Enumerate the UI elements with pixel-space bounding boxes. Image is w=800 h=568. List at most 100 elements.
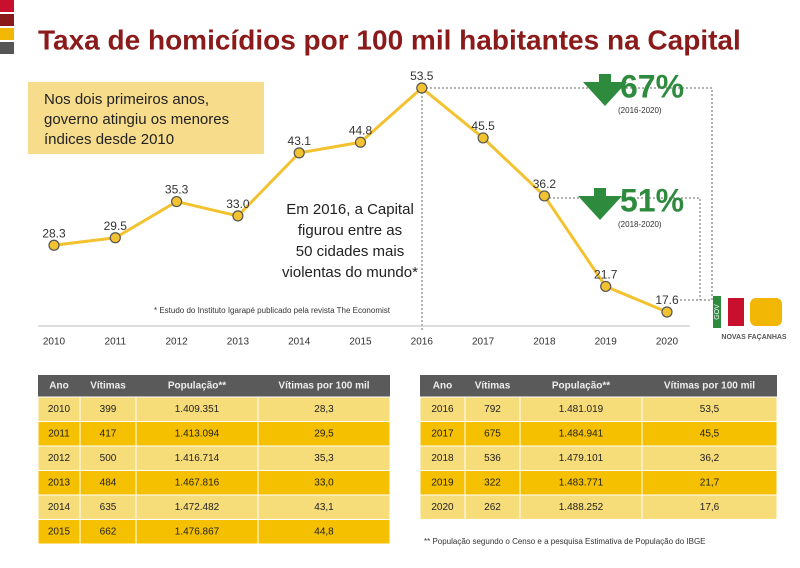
cell: 675 <box>484 428 501 439</box>
cell: 29,5 <box>314 428 334 439</box>
annotation: Nos dois primeiros anos, <box>44 91 209 108</box>
point <box>600 280 612 293</box>
cell: 2012 <box>48 453 71 464</box>
x-tick-label: 2019 <box>595 337 618 348</box>
cell: 1.413.094 <box>175 428 220 439</box>
annotation-box <box>28 82 264 154</box>
point <box>661 306 673 318</box>
cell: 1.479.101 <box>559 453 604 464</box>
cell: 1.481.019 <box>559 404 604 415</box>
x-tick-label: 2018 <box>533 337 556 348</box>
cell: 1.483.771 <box>559 477 604 488</box>
cell: 21,7 <box>700 477 720 488</box>
table-row <box>419 396 778 422</box>
header-cell: Vítimas por 100 mil <box>664 381 755 392</box>
cell: 17,6 <box>700 502 720 513</box>
table-row <box>419 470 778 496</box>
bracket <box>422 87 713 301</box>
down-arrow <box>583 74 627 106</box>
logo-mark <box>750 298 782 326</box>
point <box>354 136 367 148</box>
header-cell: Ano <box>49 381 68 392</box>
cell: 2015 <box>48 526 71 537</box>
cell: 322 <box>484 477 501 488</box>
header-cell: Vítimas <box>90 381 126 392</box>
table-row <box>419 445 778 471</box>
cell: 28,3 <box>314 404 334 415</box>
header-cell: População** <box>168 381 226 392</box>
cell: 36,2 <box>700 453 720 464</box>
cell: 1.488.252 <box>559 502 604 513</box>
table-row <box>37 470 391 496</box>
header-cell: Vítimas por 100 mil <box>278 381 369 392</box>
table-header <box>38 375 390 397</box>
cell: 1.416.714 <box>175 453 220 464</box>
cell: 33,0 <box>314 477 334 488</box>
source: * Estudo do Instituto Igarapé publicado … <box>154 306 391 315</box>
cell: 1.409.351 <box>175 404 220 415</box>
note: figurou entre as <box>298 222 402 239</box>
value-label: 33.0 <box>226 197 250 211</box>
cell: 2010 <box>48 404 71 415</box>
cell: 43,1 <box>314 502 334 513</box>
point <box>109 232 121 244</box>
value-label: 29.5 <box>104 219 128 233</box>
header-cell: Ano <box>433 381 452 392</box>
cell: 2014 <box>48 502 71 513</box>
table-row <box>37 421 391 447</box>
point <box>293 147 305 159</box>
cell: 2020 <box>431 502 454 513</box>
x-tick-label: 2011 <box>105 337 127 348</box>
strip <box>0 14 14 26</box>
note: violentas do mundo* <box>282 264 418 281</box>
cell: 262 <box>484 502 501 513</box>
header-cell: Vítimas <box>475 381 511 392</box>
down-arrow <box>578 188 622 220</box>
cell: 35,3 <box>314 453 334 464</box>
value-label: 43.1 <box>288 134 312 148</box>
logo-name: NOVAS FAÇANHAS <box>721 334 787 341</box>
cell: 2016 <box>431 404 454 415</box>
cell: 417 <box>100 428 117 439</box>
logo-mark <box>728 298 744 326</box>
table-row <box>37 519 391 545</box>
strip <box>0 42 14 54</box>
chart-title: Taxa de homicídios por 100 mil habitante… <box>38 24 741 55</box>
table-header <box>420 375 777 397</box>
cell: 45,5 <box>700 428 720 439</box>
callout-period: (2016-2020) <box>618 106 662 115</box>
x-tick-label: 2010 <box>43 337 66 348</box>
annotation: governo atingiu os menores <box>44 111 229 128</box>
point <box>232 210 244 222</box>
x-tick-label: 2013 <box>227 337 250 348</box>
cell: 2019 <box>431 477 454 488</box>
value-label: 17.6 <box>655 293 679 307</box>
cell: 500 <box>100 453 117 464</box>
value-label: 44.8 <box>349 123 373 137</box>
callout-period: (2018-2020) <box>618 220 662 229</box>
value-label: 45.5 <box>471 119 495 133</box>
x-tick-label: 2015 <box>349 337 372 348</box>
cell: 536 <box>484 453 501 464</box>
cell: 484 <box>100 477 117 488</box>
table-row <box>37 445 391 471</box>
point <box>538 190 551 202</box>
callout-value: 51% <box>620 182 684 218</box>
cell: 53,5 <box>700 404 720 415</box>
cell: 1.476.867 <box>175 526 220 537</box>
value-label: 21.7 <box>594 268 618 282</box>
strip <box>0 0 14 12</box>
table-row <box>419 494 778 520</box>
value-label: 28.3 <box>42 226 66 240</box>
point <box>48 239 60 251</box>
cell: 2018 <box>431 453 454 464</box>
note: Em 2016, a Capital <box>286 201 414 218</box>
cell: 792 <box>484 404 501 415</box>
cell: 635 <box>100 502 117 513</box>
cell: 1.467.816 <box>175 477 220 488</box>
table-row <box>37 396 391 422</box>
note: 50 cidades mais <box>296 243 404 260</box>
strip <box>0 28 14 40</box>
cell: 44,8 <box>314 526 334 537</box>
